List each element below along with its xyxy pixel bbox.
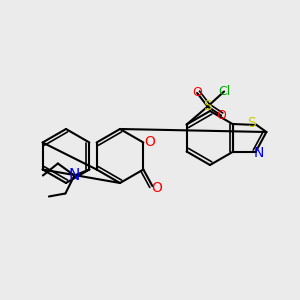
Text: O: O: [144, 136, 155, 149]
Text: Cl: Cl: [218, 85, 230, 98]
Text: O: O: [192, 86, 202, 100]
Text: S: S: [247, 116, 256, 130]
Text: N: N: [69, 168, 80, 183]
Text: O: O: [216, 109, 226, 122]
Text: O: O: [152, 181, 162, 194]
Text: N: N: [254, 146, 264, 160]
Text: S: S: [203, 100, 212, 113]
